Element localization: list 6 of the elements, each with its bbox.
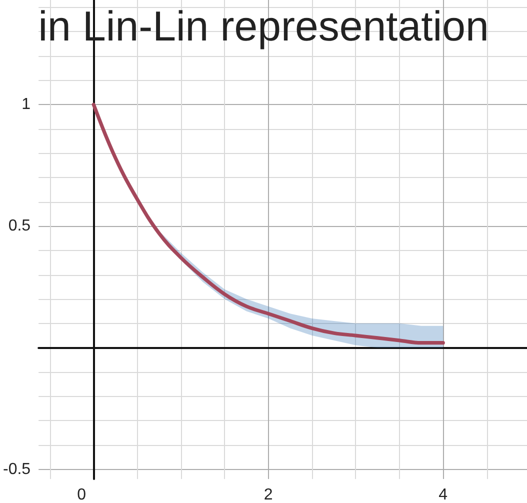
y-tick-label: 1 [22, 96, 31, 114]
x-tick-label: 0 [77, 486, 86, 503]
x-tick-label: 4 [438, 486, 448, 503]
y-tick-label: 0.5 [8, 218, 31, 235]
y-tick-label: -0.5 [2, 460, 31, 478]
x-tick-label: 2 [264, 486, 273, 503]
